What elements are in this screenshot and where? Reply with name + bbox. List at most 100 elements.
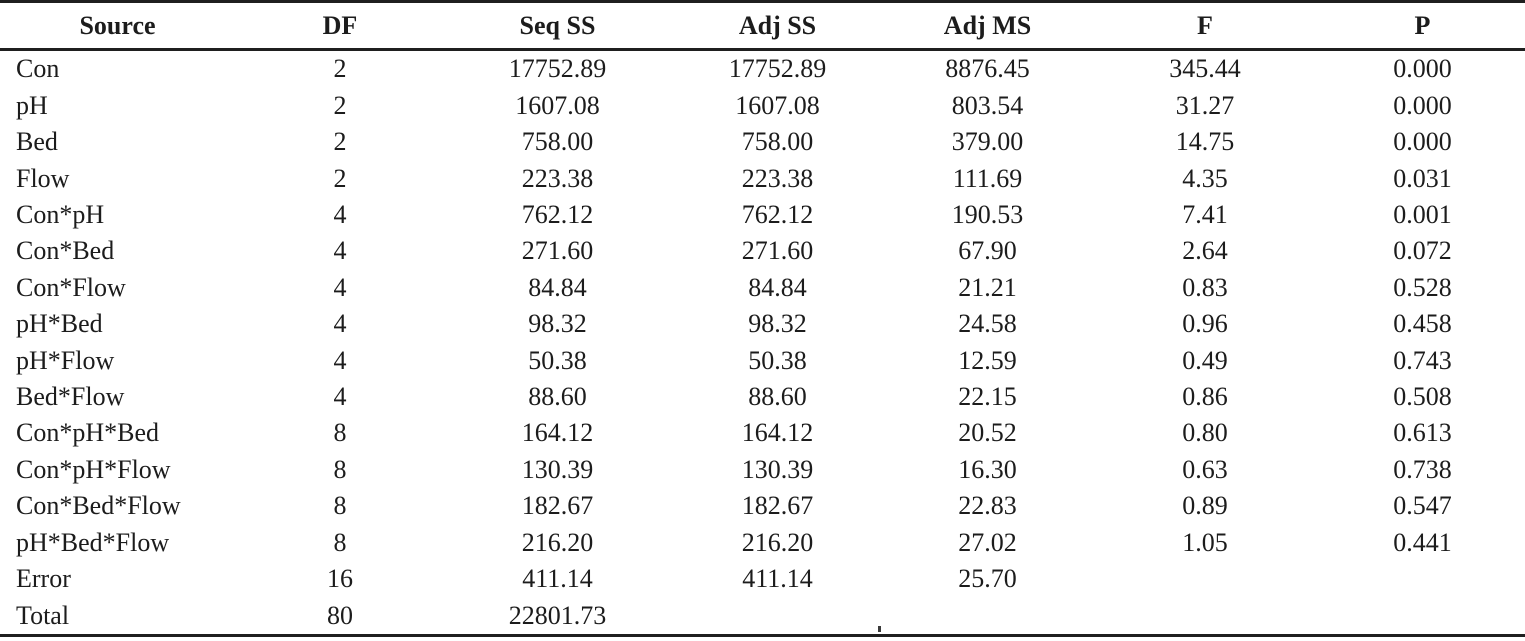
source-cell: pH*Bed: [16, 309, 103, 339]
source-cell: Con*Bed: [16, 236, 115, 266]
table-row: Con*pH 4 762.12 762.12 190.53 7.41 0.001: [0, 197, 1525, 233]
value-cell: 4: [333, 272, 347, 302]
value-cell: 2: [333, 90, 347, 120]
value-cell: 27.02: [958, 527, 1017, 557]
source-cell: Bed: [16, 127, 58, 157]
table-row: Con*pH*Bed 8 164.12 164.12 20.52 0.80 0.613: [0, 415, 1525, 451]
column-header-df: DF: [322, 10, 358, 40]
value-cell: 98.32: [748, 309, 807, 339]
value-cell: 345.44: [1169, 54, 1241, 84]
value-cell: 411.14: [742, 563, 813, 593]
value-cell: [885, 597, 1090, 635]
value-cell: [1320, 561, 1525, 597]
value-cell: 8876.45: [945, 54, 1030, 84]
column-header-source: Source: [79, 10, 156, 40]
table-row: Con*pH*Flow 8 130.39 130.39 16.30 0.63 0.738: [0, 452, 1525, 488]
source-cell: Con*pH: [16, 200, 105, 230]
table-row: Flow 2 223.38 223.38 111.69 4.35 0.031: [0, 160, 1525, 196]
value-cell: 84.84: [748, 272, 807, 302]
value-cell: 16.30: [958, 454, 1017, 484]
value-cell: 4: [333, 382, 347, 412]
value-cell: 2: [333, 127, 347, 157]
value-cell: 4: [333, 200, 347, 230]
source-cell: pH*Flow: [16, 345, 115, 375]
table-row: Bed*Flow 4 88.60 88.60 22.15 0.86 0.508: [0, 379, 1525, 415]
value-cell: 0.528: [1393, 272, 1452, 302]
table-row: Con*Flow 4 84.84 84.84 21.21 0.83 0.528: [0, 270, 1525, 306]
source-cell: Flow: [16, 163, 70, 193]
value-cell: 22.15: [958, 382, 1017, 412]
value-cell: 164.12: [741, 418, 814, 448]
value-cell: 0.072: [1393, 236, 1452, 266]
value-cell: 80: [327, 600, 353, 630]
value-cell: 8: [333, 491, 347, 521]
column-header-adj-ms: Adj MS: [943, 10, 1032, 40]
value-cell: [1320, 597, 1525, 635]
value-cell: 0.000: [1393, 54, 1452, 84]
value-cell: 0.80: [1182, 418, 1228, 448]
table-row: pH*Bed 4 98.32 98.32 24.58 0.96 0.458: [0, 306, 1525, 342]
value-cell: [1090, 561, 1320, 597]
value-cell: 17752.89: [508, 54, 607, 84]
value-cell: 0.001: [1393, 200, 1452, 230]
value-cell: 0.508: [1393, 382, 1452, 412]
value-cell: 223.38: [521, 163, 594, 193]
value-cell: 12.59: [958, 345, 1017, 375]
value-cell: 0.738: [1393, 454, 1452, 484]
value-cell: 803.54: [951, 90, 1024, 120]
table-row: Con*Bed 4 271.60 271.60 67.90 2.64 0.072: [0, 233, 1525, 269]
value-cell: 216.20: [741, 527, 814, 557]
value-cell: 7.41: [1182, 200, 1228, 230]
source-cell: Error: [16, 563, 71, 593]
value-cell: 271.60: [521, 236, 594, 266]
value-cell: 0.031: [1393, 163, 1452, 193]
value-cell: 50.38: [528, 345, 587, 375]
value-cell: 164.12: [521, 418, 594, 448]
column-header-p: P: [1414, 10, 1431, 40]
value-cell: 8: [333, 418, 347, 448]
table-row: Con*Bed*Flow 8 182.67 182.67 22.83 0.89 0.547: [0, 488, 1525, 524]
value-cell: 4: [333, 345, 347, 375]
value-cell: 4: [333, 309, 347, 339]
value-cell: 0.89: [1182, 491, 1228, 521]
value-cell: 0.63: [1182, 454, 1228, 484]
value-cell: 0.743: [1393, 345, 1452, 375]
value-cell: 758.00: [521, 127, 594, 157]
value-cell: [670, 597, 885, 635]
value-cell: 0.458: [1393, 309, 1452, 339]
value-cell: 25.70: [958, 563, 1017, 593]
column-header-f: F: [1197, 10, 1213, 40]
value-cell: 0.49: [1182, 345, 1228, 375]
value-cell: 8: [333, 527, 347, 557]
table-header: Source DF Seq SS Adj SS Adj MS F P: [0, 2, 1525, 50]
value-cell: 1.05: [1182, 527, 1228, 557]
table-header-row: Source DF Seq SS Adj SS Adj MS F P: [0, 2, 1525, 50]
value-cell: 0.000: [1393, 90, 1452, 120]
value-cell: 22.83: [958, 491, 1017, 521]
value-cell: 2: [333, 163, 347, 193]
value-cell: 21.21: [958, 272, 1017, 302]
table-row: pH*Bed*Flow 8 216.20 216.20 27.02 1.05 0.441: [0, 524, 1525, 560]
value-cell: 0.441: [1393, 527, 1452, 557]
column-header-seq-ss: Seq SS: [519, 10, 596, 40]
value-cell: 88.60: [748, 382, 807, 412]
value-cell: 84.84: [528, 272, 587, 302]
table-row: Con 2 17752.89 17752.89 8876.45 345.44 0.000: [0, 50, 1525, 88]
value-cell: 4: [333, 236, 347, 266]
table-row: pH*Flow 4 50.38 50.38 12.59 0.49 0.743: [0, 342, 1525, 378]
value-cell: 2: [333, 54, 347, 84]
source-cell: Total: [16, 600, 70, 630]
value-cell: 190.53: [951, 200, 1024, 230]
value-cell: 0.547: [1393, 491, 1452, 521]
value-cell: 17752.89: [728, 54, 827, 84]
source-cell: Con: [16, 54, 60, 84]
value-cell: 216.20: [521, 527, 594, 557]
bottom-rule-tick-mark: [878, 626, 881, 632]
source-cell: pH*Bed*Flow: [16, 527, 170, 557]
column-header-adj-ss: Adj SS: [738, 10, 817, 40]
value-cell: 22801.73: [508, 600, 607, 630]
value-cell: 379.00: [951, 127, 1024, 157]
source-cell: Con*Flow: [16, 272, 126, 302]
value-cell: 2.64: [1182, 236, 1228, 266]
